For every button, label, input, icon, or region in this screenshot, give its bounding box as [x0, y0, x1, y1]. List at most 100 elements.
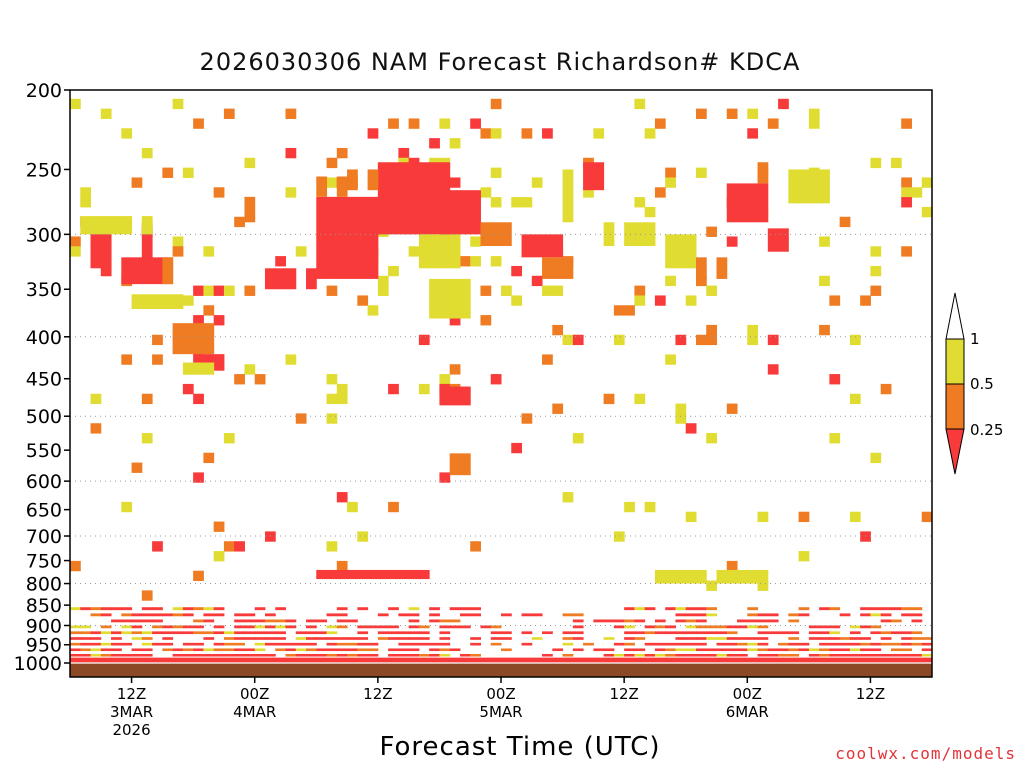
heat-region-cell — [665, 569, 676, 584]
boundary-cell — [860, 637, 871, 640]
boundary-cell — [90, 613, 102, 617]
heat-cell — [80, 197, 92, 208]
boundary-cell — [70, 637, 81, 640]
credit-link[interactable]: coolwx.com/models — [835, 744, 1016, 763]
boundary-cell — [819, 648, 830, 652]
heat-cell — [429, 138, 440, 149]
x-tick-label: 12Z — [609, 685, 638, 703]
boundary-cell — [675, 613, 687, 617]
boundary-cell — [316, 619, 328, 623]
boundary-cell — [285, 653, 297, 657]
heat-cell — [439, 118, 451, 129]
boundary-cell — [234, 648, 245, 652]
boundary-cell — [890, 653, 902, 657]
heat-cell — [542, 354, 553, 365]
heat-cell — [644, 128, 656, 139]
heat-cell — [685, 511, 697, 523]
boundary-cell — [685, 625, 697, 629]
boundary-cell — [624, 625, 635, 629]
boundary-cell — [223, 653, 235, 657]
boundary-cell — [193, 607, 204, 611]
boundary-cell — [398, 653, 410, 657]
boundary-cell — [285, 625, 297, 629]
heat-region-cell — [562, 169, 574, 223]
heat-region-cell — [398, 569, 410, 580]
heat-cell — [757, 511, 769, 523]
heat-region-cell — [141, 222, 153, 269]
boundary-cell — [685, 653, 697, 657]
heat-region-cell — [347, 569, 358, 580]
boundary-cell — [172, 625, 184, 629]
boundary-cell — [336, 637, 348, 640]
y-tick-label: 650 — [26, 500, 62, 522]
boundary-cell — [737, 619, 748, 623]
boundary-cell — [264, 631, 276, 635]
boundary-cell — [829, 653, 841, 657]
boundary-cell — [603, 637, 615, 640]
boundary-cell — [654, 625, 666, 629]
boundary-cell — [141, 648, 153, 652]
heat-region-cell — [695, 569, 707, 584]
boundary-cell — [172, 613, 184, 617]
boundary-cell — [921, 653, 933, 657]
y-tick-label: 900 — [26, 615, 62, 637]
boundary-cell — [429, 607, 440, 611]
heat-cell — [911, 187, 923, 198]
boundary-cell — [911, 619, 923, 623]
boundary-cell — [306, 619, 317, 623]
heat-region-cell — [326, 569, 338, 580]
heat-cell — [213, 285, 225, 296]
y-tick-label: 800 — [26, 574, 62, 596]
heat-cell — [829, 374, 841, 385]
boundary-cell — [439, 637, 451, 640]
legend-label: 0.5 — [970, 375, 994, 393]
boundary-cell — [70, 631, 81, 635]
boundary-cell — [613, 653, 625, 657]
heat-cell — [470, 541, 481, 552]
boundary-cell — [203, 653, 215, 657]
boundary-cell — [839, 642, 851, 646]
boundary-cell — [624, 653, 635, 657]
boundary-cell — [264, 637, 276, 640]
boundary-cell — [90, 607, 102, 611]
heat-region-cell — [521, 234, 533, 258]
heat-region-cell — [141, 257, 153, 285]
heat-cell — [418, 334, 430, 346]
heat-region-cell — [336, 176, 348, 197]
heat-cell — [234, 216, 245, 228]
boundary-cell — [285, 648, 297, 652]
boundary-cell — [654, 642, 666, 646]
heat-cell — [798, 511, 810, 523]
boundary-cell — [111, 631, 122, 635]
heat-cell — [203, 246, 215, 257]
heat-cell — [634, 393, 646, 405]
heat-cell — [193, 285, 204, 296]
boundary-cell — [685, 637, 697, 640]
heat-region-cell — [141, 294, 153, 310]
heat-region-cell — [367, 169, 379, 191]
boundary-cell — [295, 631, 307, 635]
boundary-cell — [449, 619, 461, 623]
heat-cell — [490, 374, 502, 385]
boundary-cell — [788, 619, 800, 623]
boundary-cell — [880, 637, 892, 640]
heat-cell — [80, 187, 92, 198]
heat-cell — [726, 108, 738, 119]
y-tick-label: 850 — [26, 595, 62, 617]
heat-region-cell — [490, 222, 502, 247]
heat-cell — [121, 128, 133, 139]
heat-region-cell — [203, 354, 215, 371]
boundary-cell — [603, 619, 615, 623]
heat-cell — [70, 560, 81, 572]
heat-region-cell — [593, 162, 605, 191]
x-tick-label: 12Z — [117, 685, 146, 703]
heat-region-cell — [757, 569, 769, 584]
boundary-cell — [819, 607, 830, 611]
boundary-cell — [162, 625, 174, 629]
heat-cell — [860, 531, 871, 542]
boundary-cell — [100, 642, 112, 646]
boundary-cell — [737, 625, 748, 629]
boundary-cell — [860, 613, 871, 617]
heat-region-cell — [316, 569, 328, 580]
